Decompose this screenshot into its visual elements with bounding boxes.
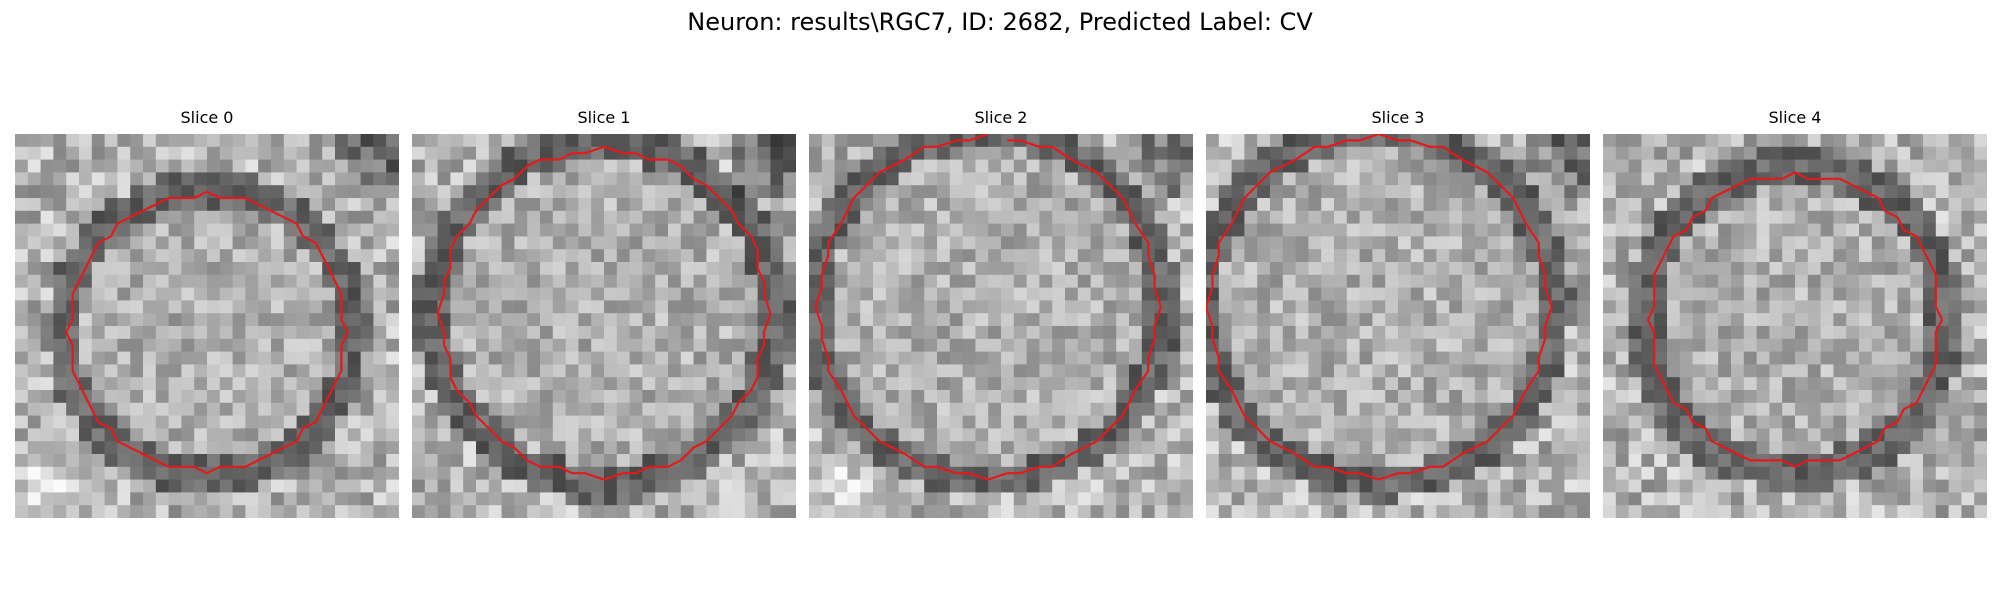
contour-line-1-0 (436, 145, 772, 481)
slice-image-1 (412, 134, 796, 518)
pixel-grid (15, 134, 399, 518)
slice-image-3 (1206, 134, 1590, 518)
slice-title-0: Slice 0 (180, 108, 234, 127)
slice-image-2 (809, 134, 1193, 518)
slice-title-2: Slice 2 (974, 108, 1028, 127)
contour-line-4-0 (1646, 171, 1944, 468)
figure-title: Neuron: results\RGC7, ID: 2682, Predicte… (687, 8, 1313, 36)
contour-line-2-1 (1007, 139, 1163, 308)
slice-title-3: Slice 3 (1371, 108, 1425, 127)
contour-line-0-0 (65, 190, 349, 475)
pixel-grid (809, 134, 1193, 518)
contour-line-2-0 (814, 134, 1163, 481)
pixel-grid (412, 134, 796, 518)
slice-title-1: Slice 1 (577, 108, 631, 127)
slice-image-0 (15, 134, 399, 518)
slice-title-4: Slice 4 (1768, 108, 1822, 127)
slice-image-4 (1603, 134, 1987, 518)
pixel-grid (1603, 134, 1987, 518)
pixel-grid (1206, 134, 1590, 518)
contour-line-3-0 (1206, 134, 1553, 481)
